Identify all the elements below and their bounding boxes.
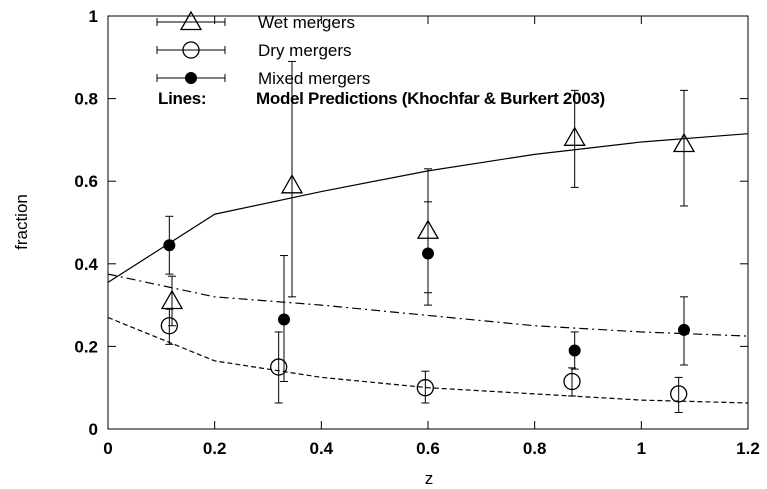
data-point bbox=[678, 323, 690, 336]
y-tick-label: 1 bbox=[89, 7, 98, 26]
data-point bbox=[422, 247, 434, 260]
data-point bbox=[416, 379, 434, 397]
data-point bbox=[278, 313, 290, 326]
legend-label: Mixed mergers bbox=[258, 69, 370, 88]
legend-marker bbox=[179, 10, 203, 31]
data-point bbox=[563, 126, 586, 146]
data-point bbox=[563, 372, 581, 391]
x-tick-label: 0 bbox=[103, 439, 112, 458]
y-tick-label: 0.8 bbox=[74, 90, 98, 109]
y-tick-label: 0.4 bbox=[74, 255, 98, 274]
model-curve-dash-dot bbox=[107, 273, 749, 337]
x-tick-label: 1.2 bbox=[736, 439, 760, 458]
y-tick-label: 0 bbox=[89, 420, 98, 439]
x-tick-label: 0.4 bbox=[310, 439, 334, 458]
legend-label: Dry mergers bbox=[258, 41, 352, 60]
model-lines-description: Model Predictions (Khochfar & Burkert 20… bbox=[256, 89, 605, 108]
legend-marker bbox=[182, 41, 200, 59]
legend: Wet mergers Dry mergers Mixed mergers bbox=[156, 10, 370, 88]
axis-ticks: 0 0.2 0.4 0.6 0.8 1 1.2 0 0.2 0.4 0.6 0.8 1 bbox=[74, 7, 759, 458]
model-lines-label: Lines: bbox=[158, 89, 206, 108]
x-tick-label: 1 bbox=[637, 439, 646, 458]
y-tick-label: 0.6 bbox=[74, 172, 98, 191]
x-axis-title: z bbox=[425, 469, 434, 488]
data-point bbox=[672, 132, 696, 153]
data-series bbox=[160, 60, 696, 413]
data-point bbox=[160, 289, 184, 310]
data-point bbox=[160, 317, 178, 335]
x-tick-label: 0.2 bbox=[203, 439, 227, 458]
legend-marker bbox=[185, 72, 197, 84]
x-tick-label: 0.6 bbox=[416, 439, 440, 458]
series-mixed-mergers bbox=[163, 201, 690, 383]
y-tick-label: 0.2 bbox=[74, 337, 98, 356]
x-tick-label: 0.8 bbox=[523, 439, 547, 458]
data-point bbox=[270, 358, 288, 376]
data-point bbox=[280, 174, 304, 194]
legend-label: Wet mergers bbox=[258, 13, 355, 32]
data-point bbox=[568, 344, 581, 357]
y-axis-title: fraction bbox=[12, 194, 31, 250]
data-point bbox=[670, 385, 688, 403]
data-point bbox=[163, 239, 176, 252]
series-dry-mergers bbox=[160, 308, 688, 413]
model-curve-dashed bbox=[107, 316, 749, 404]
